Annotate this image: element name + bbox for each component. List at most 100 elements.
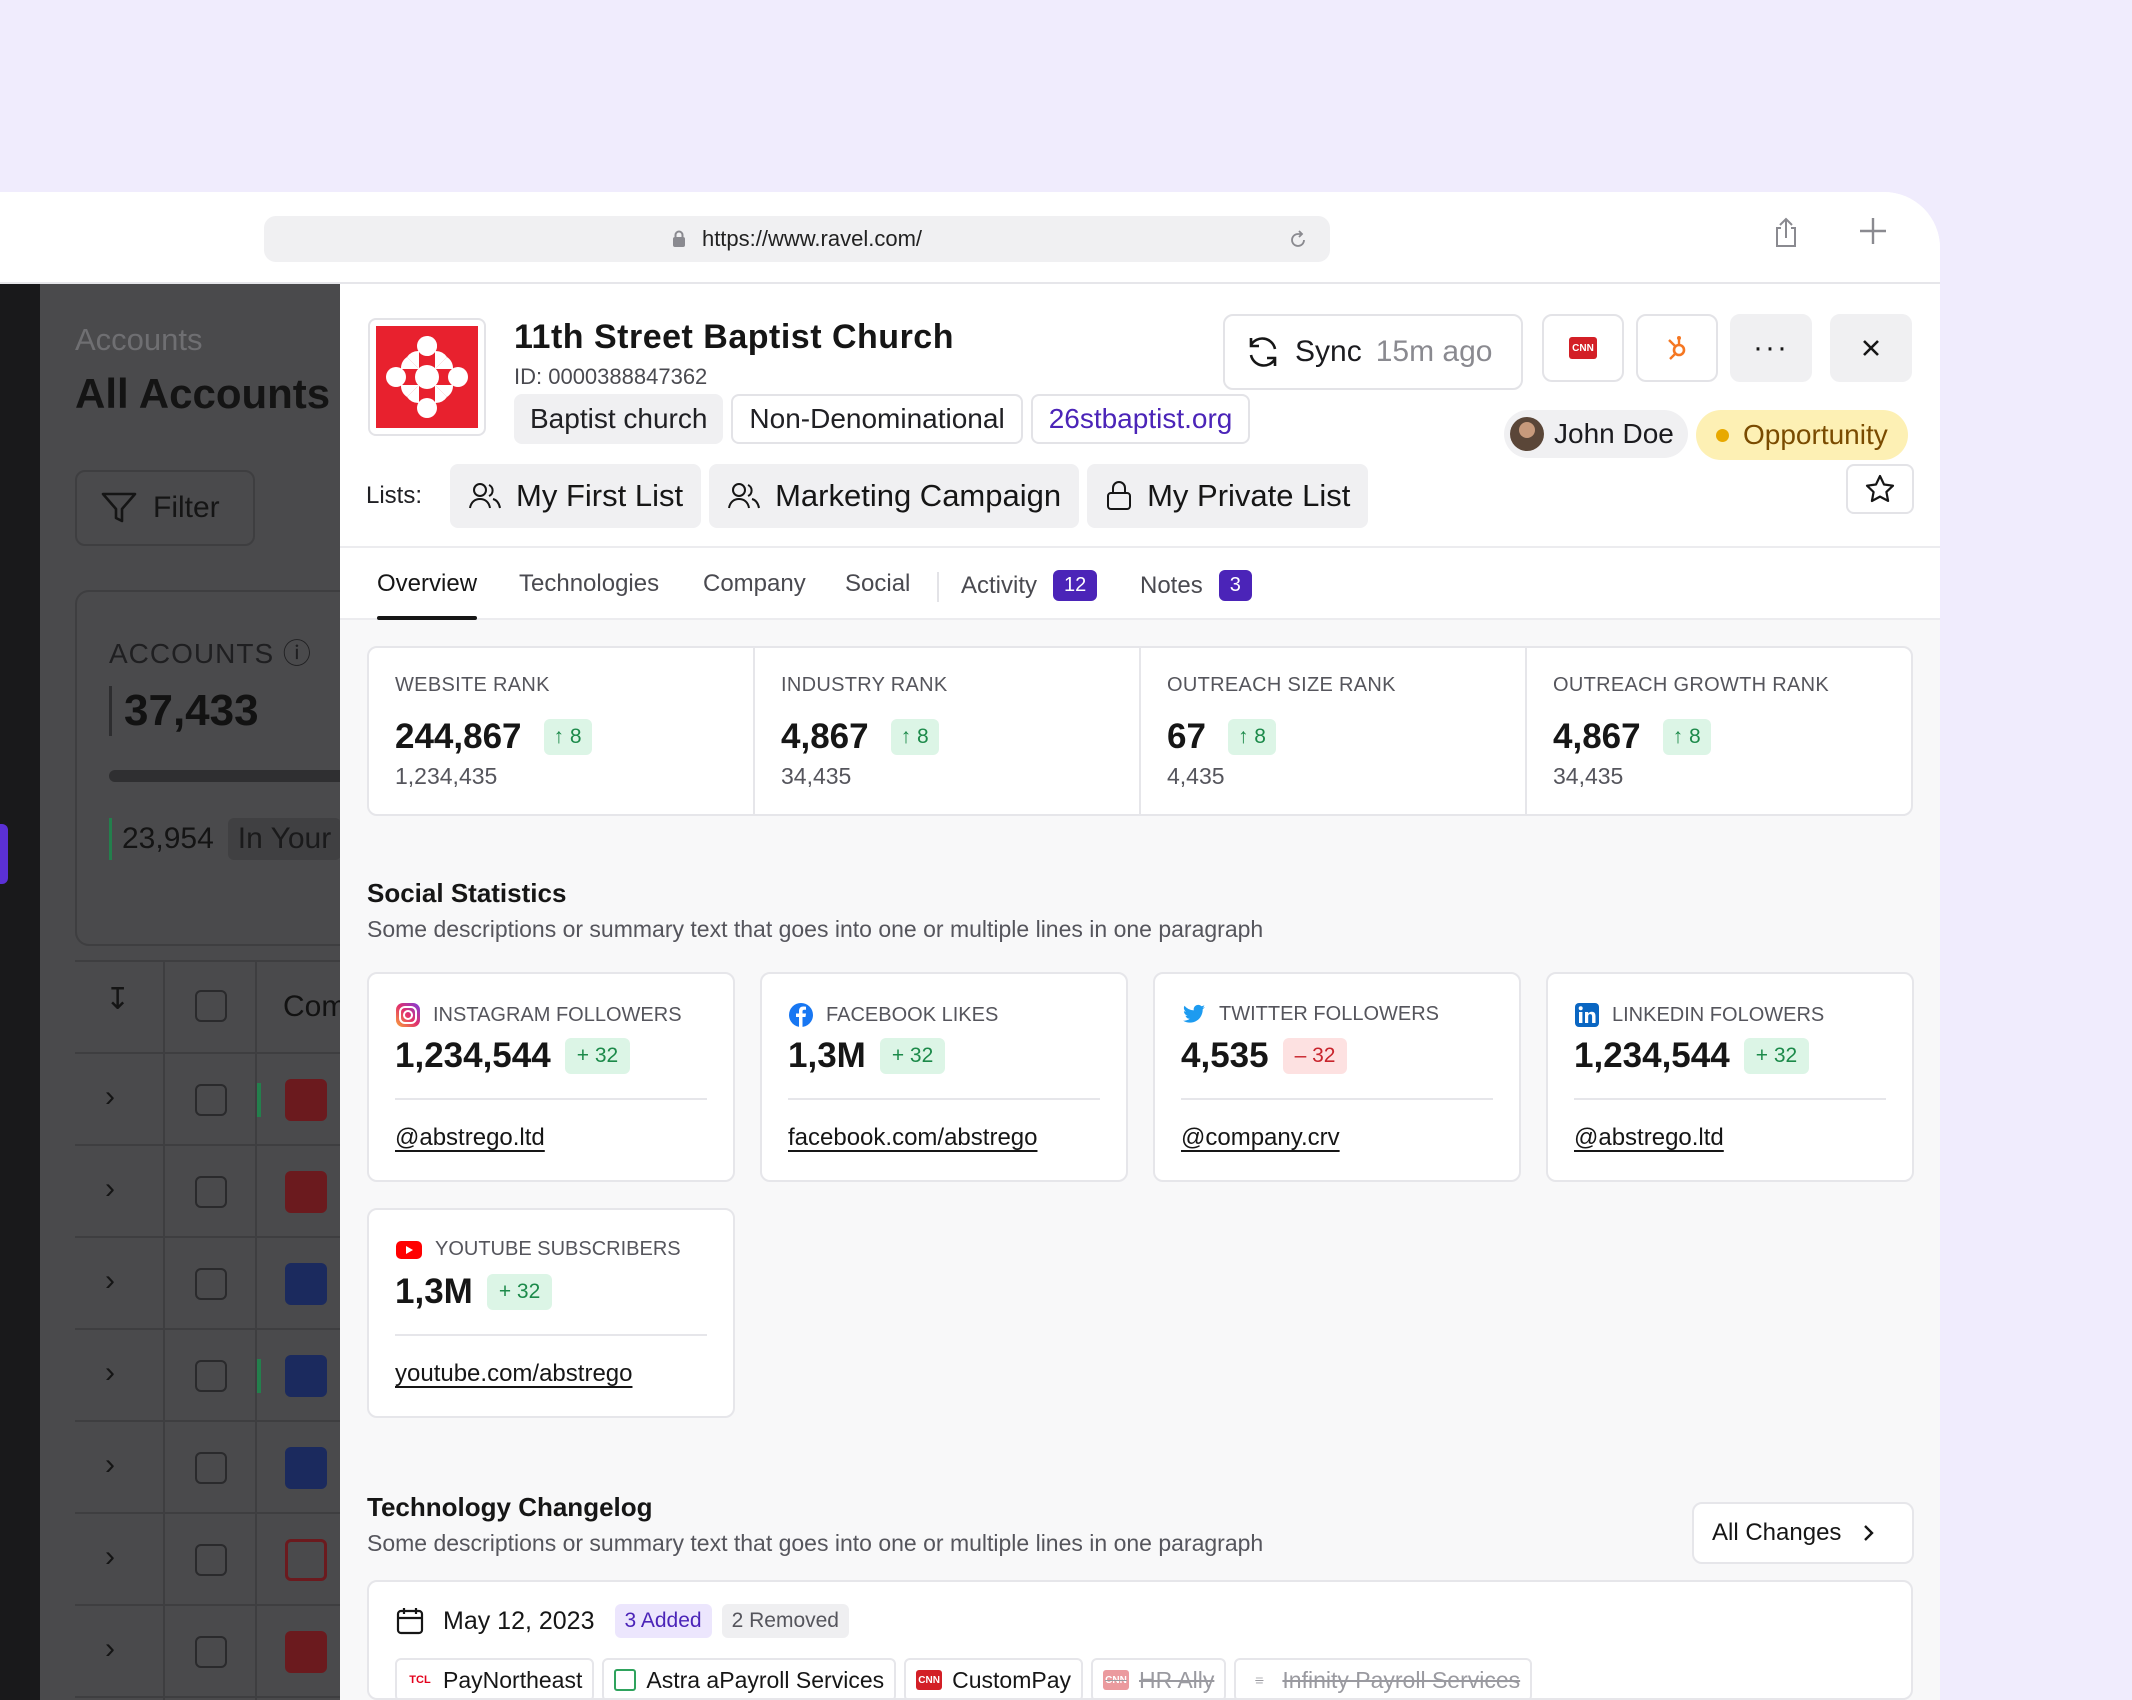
- twitter-link[interactable]: @company.crv: [1181, 1124, 1340, 1151]
- tab-social[interactable]: Social: [845, 570, 911, 597]
- favorite-button[interactable]: [1846, 464, 1914, 514]
- table-row[interactable]: ›: [75, 1330, 340, 1422]
- facebook-link[interactable]: facebook.com/abstrego: [788, 1124, 1038, 1151]
- accounts-subcount: 23,954 In Your: [109, 818, 340, 860]
- tab-notes[interactable]: Notes 3: [1140, 570, 1252, 601]
- tab-activity[interactable]: Activity 12: [961, 570, 1098, 601]
- status-dot: [1716, 428, 1729, 442]
- rank-card-website: WEBSITE RANK 244,867 ↑ 8 1,234,435: [369, 648, 755, 814]
- sync-time: 15m ago: [1375, 335, 1493, 368]
- social-title: Social Statistics: [367, 878, 567, 908]
- company-logo: [285, 1171, 327, 1213]
- rank-card-outreach-size: OUTREACH SIZE RANK 67 ↑ 8 4,435: [1141, 648, 1527, 814]
- table-row[interactable]: ›: [75, 1054, 340, 1146]
- users-icon: [469, 483, 501, 509]
- tech-chip[interactable]: Astra aPayroll Services: [602, 1658, 897, 1700]
- social-card-twitter: TWITTER FOLLOWERS 4,535– 32 @company.crv: [1153, 972, 1521, 1182]
- expand-icon: ›: [105, 1632, 115, 1665]
- website-link[interactable]: 26stbaptist.org: [1030, 394, 1251, 444]
- more-button[interactable]: ···: [1730, 314, 1812, 382]
- tech-chip-removed[interactable]: ≡ Infinity Payroll Services: [1234, 1658, 1533, 1700]
- lock-icon: [672, 230, 686, 248]
- sync-button[interactable]: Sync 15m ago: [1223, 314, 1523, 390]
- tab-company[interactable]: Company: [703, 570, 806, 597]
- table-header: ↧ Com: [75, 962, 340, 1054]
- reload-icon[interactable]: [1288, 228, 1308, 256]
- filter-label: Filter: [153, 491, 220, 524]
- tab-technologies[interactable]: Technologies: [519, 570, 660, 597]
- hubspot-integration-button[interactable]: [1636, 314, 1718, 382]
- tech-chip[interactable]: CNN CustomPay: [904, 1658, 1083, 1700]
- linkedin-icon: [1575, 1003, 1599, 1027]
- address-bar[interactable]: https://www.ravel.com/: [264, 216, 1330, 262]
- row-checkbox: [195, 1544, 227, 1576]
- list-chip-private[interactable]: My Private List: [1087, 464, 1369, 528]
- url-text: https://www.ravel.com/: [701, 226, 923, 251]
- changelog-date: May 12, 2023: [443, 1606, 595, 1635]
- tech-chip-removed[interactable]: CNN HR Ally: [1090, 1658, 1227, 1700]
- accounts-background: Accounts All Accounts Filter ACCOUNTS ⓘ …: [0, 284, 340, 1700]
- share-icon[interactable]: [1772, 216, 1800, 255]
- rank-card-outreach-growth: OUTREACH GROWTH RANK 4,867 ↑ 8 34,435: [1553, 674, 1829, 789]
- facebook-icon: [789, 1003, 813, 1027]
- filter-button[interactable]: Filter: [75, 470, 255, 546]
- expand-icon: ›: [105, 1172, 115, 1205]
- tab-overview[interactable]: Overview: [377, 570, 478, 620]
- list-chip-first[interactable]: My First List: [450, 464, 702, 528]
- nav-rail: [0, 284, 40, 1700]
- row-checkbox: [195, 1268, 227, 1300]
- rank-card-industry: INDUSTRY RANK 4,867 ↑ 8 34,435: [755, 648, 1141, 814]
- activity-count: 12: [1053, 570, 1098, 601]
- all-changes-button[interactable]: All Changes: [1692, 1502, 1914, 1564]
- lists-row: Lists: My First List Marketing Campaign …: [366, 464, 1369, 528]
- table-row[interactable]: ›: [75, 1606, 340, 1698]
- rank-change-badge: ↑ 8: [543, 719, 592, 755]
- youtube-link[interactable]: youtube.com/abstrego: [395, 1360, 633, 1387]
- close-button[interactable]: [1830, 314, 1912, 382]
- expand-icon: ›: [105, 1540, 115, 1573]
- tag-category[interactable]: Baptist church: [514, 394, 724, 444]
- tech-chip[interactable]: TCL PayNortheast: [395, 1658, 595, 1700]
- company-logo: [285, 1355, 327, 1397]
- company-id: ID: 0000388847362: [514, 364, 708, 389]
- company-name: 11th Street Baptist Church: [514, 318, 954, 356]
- youtube-icon: [396, 1240, 422, 1259]
- twitter-icon: [1183, 1004, 1205, 1023]
- company-logo: [285, 1631, 327, 1673]
- expand-icon: ›: [105, 1080, 115, 1113]
- social-card-linkedin: LINKEDIN FOLOWERS 1,234,544 + 32 @abstreg…: [1546, 972, 1914, 1182]
- rank-change-badge: ↑ 8: [1662, 719, 1711, 755]
- sync-icon: [1249, 337, 1277, 367]
- table-row[interactable]: ›: [75, 1146, 340, 1238]
- tcl-logo-icon: TCL: [409, 1674, 431, 1686]
- expand-icon: ›: [105, 1448, 115, 1481]
- added-badge: 3 Added: [614, 1604, 712, 1638]
- table-row[interactable]: ›: [75, 1514, 340, 1606]
- list-chip-marketing[interactable]: Marketing Campaign: [709, 464, 1080, 528]
- tag-denomination[interactable]: Non-Denominational: [731, 394, 1023, 444]
- changelog-description: Some descriptions or summary text that g…: [367, 1530, 1264, 1556]
- company-logo: [285, 1079, 327, 1121]
- instagram-link[interactable]: @abstrego.ltd: [395, 1124, 545, 1151]
- cnn-integration-button[interactable]: CNN: [1542, 314, 1624, 382]
- linkedin-link[interactable]: @abstrego.ltd: [1574, 1124, 1724, 1151]
- close-icon: [1863, 340, 1879, 356]
- collapse-all-icon[interactable]: ↧: [105, 983, 131, 1016]
- more-icon: ···: [1753, 331, 1789, 364]
- hubspot-icon: [1668, 336, 1686, 360]
- new-tab-icon[interactable]: [1858, 216, 1888, 251]
- company-logo: [285, 1263, 327, 1305]
- cnn-logo-icon: CNN: [916, 1670, 943, 1690]
- table-row[interactable]: ›: [75, 1238, 340, 1330]
- astra-logo-icon: [614, 1669, 637, 1691]
- table-row[interactable]: ›: [75, 1422, 340, 1514]
- account-header: 11th Street Baptist Church ID: 000038884…: [340, 284, 1940, 548]
- owner-name: John Doe: [1554, 418, 1674, 449]
- select-all-checkbox[interactable]: [195, 990, 227, 1022]
- arrow-up-icon: ↑: [900, 725, 912, 748]
- status-badge[interactable]: Opportunity: [1696, 410, 1908, 460]
- browser-toolbar: https://www.ravel.com/: [0, 192, 1940, 284]
- rank-cards: WEBSITE RANK 244,867 ↑ 8 1,234,435 INDUST…: [367, 646, 1913, 816]
- users-icon: [728, 483, 761, 509]
- owner-chip[interactable]: John Doe: [1504, 410, 1688, 458]
